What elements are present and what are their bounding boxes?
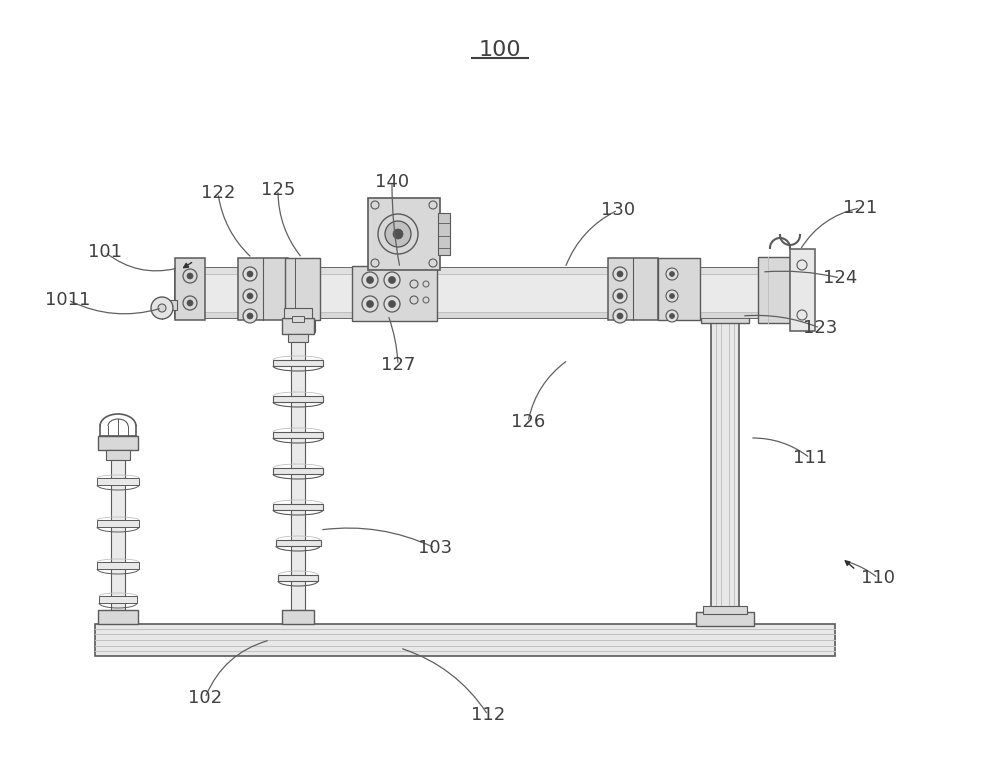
Circle shape <box>388 277 396 284</box>
Bar <box>696 612 754 626</box>
Text: 103: 103 <box>418 539 452 557</box>
Circle shape <box>670 293 674 299</box>
Bar <box>282 610 314 624</box>
Text: 121: 121 <box>843 199 877 217</box>
Bar <box>292 316 304 322</box>
Bar <box>273 432 323 438</box>
Bar <box>288 334 308 342</box>
Circle shape <box>247 313 253 319</box>
Bar <box>238 258 288 320</box>
Text: 102: 102 <box>188 689 222 707</box>
Bar <box>111 460 125 610</box>
Bar <box>106 450 130 460</box>
Text: 125: 125 <box>261 181 295 199</box>
Circle shape <box>247 293 253 299</box>
Bar <box>163 300 177 310</box>
Bar <box>285 258 320 320</box>
Circle shape <box>384 296 400 312</box>
Circle shape <box>613 267 627 281</box>
Circle shape <box>393 229 403 239</box>
Bar <box>758 257 790 323</box>
Circle shape <box>385 221 411 247</box>
Circle shape <box>670 314 674 318</box>
Text: 140: 140 <box>375 173 409 191</box>
Bar <box>95 624 835 656</box>
Text: 130: 130 <box>601 201 635 219</box>
Bar <box>175 268 760 318</box>
Bar <box>291 342 305 610</box>
Circle shape <box>362 296 378 312</box>
Circle shape <box>243 289 257 303</box>
Circle shape <box>362 272 378 288</box>
Circle shape <box>384 272 400 288</box>
Circle shape <box>666 310 678 322</box>
Circle shape <box>187 300 193 306</box>
Bar <box>290 320 315 332</box>
Circle shape <box>366 277 374 284</box>
Circle shape <box>613 309 627 323</box>
Bar <box>273 396 323 402</box>
Circle shape <box>388 300 396 307</box>
Text: 101: 101 <box>88 243 122 261</box>
Circle shape <box>670 271 674 277</box>
Circle shape <box>158 304 166 312</box>
Text: 112: 112 <box>471 706 505 724</box>
Circle shape <box>243 309 257 323</box>
Text: 1011: 1011 <box>45 291 91 309</box>
Bar <box>278 575 318 581</box>
Text: 126: 126 <box>511 413 545 431</box>
Bar <box>175 268 760 274</box>
Bar <box>608 258 658 320</box>
Circle shape <box>378 214 418 254</box>
Bar <box>97 520 139 527</box>
Bar <box>99 596 137 603</box>
Circle shape <box>617 313 623 319</box>
Circle shape <box>617 271 623 277</box>
Circle shape <box>366 300 374 307</box>
Bar <box>352 266 437 321</box>
Bar <box>97 478 139 485</box>
Bar <box>701 313 749 323</box>
Bar <box>282 318 314 334</box>
Text: 123: 123 <box>803 319 837 337</box>
Circle shape <box>613 289 627 303</box>
Bar <box>98 610 138 624</box>
Bar <box>658 258 700 320</box>
Circle shape <box>666 268 678 280</box>
Text: 111: 111 <box>793 449 827 467</box>
Circle shape <box>617 293 623 299</box>
Text: 100: 100 <box>479 40 521 60</box>
Text: 110: 110 <box>861 569 895 587</box>
Bar <box>98 436 138 450</box>
Circle shape <box>151 297 173 319</box>
Bar <box>273 468 323 474</box>
Bar <box>790 249 815 331</box>
Bar <box>175 312 760 318</box>
Circle shape <box>187 273 193 279</box>
Circle shape <box>666 290 678 302</box>
Text: 122: 122 <box>201 184 235 202</box>
Text: 127: 127 <box>381 356 415 374</box>
Bar <box>175 258 205 320</box>
Bar <box>97 562 139 569</box>
Text: 124: 124 <box>823 269 857 287</box>
Bar <box>368 198 440 270</box>
Bar <box>273 360 323 366</box>
Bar <box>703 606 747 614</box>
Bar <box>273 504 323 510</box>
Bar <box>711 318 739 624</box>
Bar <box>284 308 312 318</box>
Bar <box>438 213 450 255</box>
Circle shape <box>247 271 253 277</box>
Bar <box>276 540 321 546</box>
Circle shape <box>243 267 257 281</box>
